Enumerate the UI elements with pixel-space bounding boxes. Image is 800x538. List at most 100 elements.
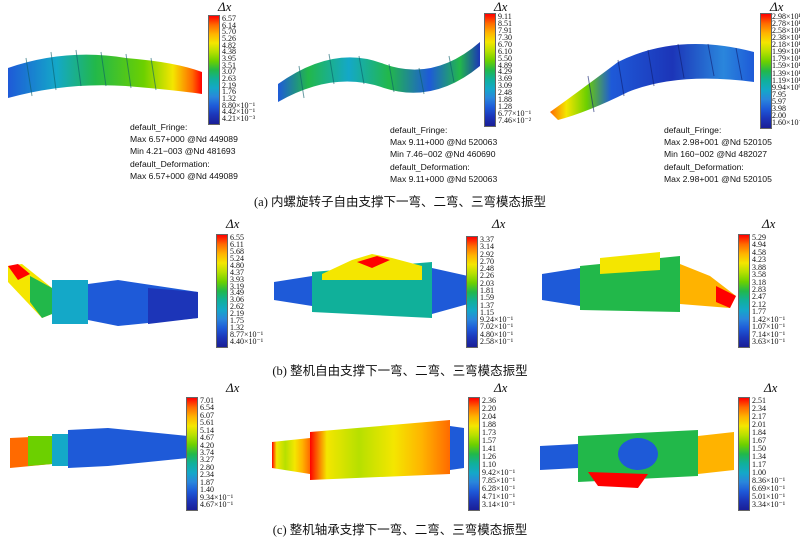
legend-value: 2.70: [480, 256, 494, 266]
legend-value: 1.73: [482, 428, 496, 437]
legend-value: 5.68: [230, 246, 244, 256]
legend-value: 2.12: [752, 299, 766, 309]
legend-value: 4.37: [230, 267, 244, 277]
legend-value: 5.26: [222, 34, 236, 43]
info-line: Min 4.21−003 @Nd 481693: [130, 146, 236, 157]
legend-value: 1.28: [498, 102, 512, 112]
legend-value: 2.34: [200, 470, 214, 480]
legend-value: 2.63: [222, 74, 236, 83]
legend-value: 4.67: [200, 433, 214, 443]
legend-value: 9.34×10⁻¹: [200, 492, 234, 502]
legend-value: 2.78×10¹: [772, 19, 800, 29]
caption-a: (a) 内螺旋转子自由支撑下一弯、二弯、三弯模态振型: [254, 195, 546, 209]
color-scale-bar-b3: [738, 234, 750, 348]
legend-value: 1.77: [752, 307, 766, 317]
info-line: default_Fringe:: [390, 125, 448, 135]
info-line: Max 9.11+000 @Nd 520063: [390, 137, 498, 148]
legend-value: 1.00: [752, 468, 766, 477]
legend-value: 2.26: [480, 271, 494, 281]
legend-value: 6.10: [498, 46, 512, 56]
legend-value: 1.41: [482, 444, 496, 453]
legend-value: 1.37: [480, 300, 494, 310]
legend-value: 1.07×10⁻¹: [752, 322, 786, 332]
caption-c: (c) 整机轴承支撑下一弯、二弯、三弯模态振型: [272, 523, 528, 537]
color-scale-bar-a2: [484, 13, 496, 127]
legend-value: 1.59×10¹: [772, 61, 800, 71]
info-block-a1: default_Fringe: Max 6.57+000 @Nd 449089 Mi…: [130, 121, 238, 182]
info-line: Min 160−002 @Nd 482027: [664, 149, 768, 160]
color-scale-bar-b2: [466, 236, 478, 348]
legend-value: 6.57: [222, 14, 236, 23]
color-scale-bar-c3: [738, 397, 750, 511]
color-scale-bar-a1: [208, 15, 220, 125]
legend-value: 1.75: [230, 316, 244, 326]
legend-value: 4.80: [230, 260, 244, 270]
legend-value: 2.58×10⁻¹: [480, 337, 514, 346]
legend-value: 3.14×10⁻¹: [482, 500, 516, 509]
info-line: Max 6.57+000 @Nd 449089: [130, 170, 238, 181]
legend-value: 3.37: [480, 235, 494, 244]
legend-value: 4.40×10⁻¹: [230, 337, 264, 346]
legend-value: 2.03: [480, 278, 494, 288]
legend-value: 2.80: [200, 462, 214, 472]
color-scale-bar-c2: [468, 397, 480, 511]
info-line: default_Deformation:: [130, 158, 210, 169]
legend-value: 9.94×10⁰: [772, 82, 800, 92]
legend-value: 2.04: [482, 412, 496, 421]
mode-shape-c3: [538, 416, 738, 501]
color-scale-bar-b1: [216, 234, 228, 348]
info-line: Max 9.11+000 @Nd 520063: [390, 173, 498, 184]
legend-value: 3.58: [752, 270, 766, 280]
legend-value: 1.76: [222, 87, 236, 97]
legend-value: 6.07: [200, 410, 214, 420]
mode-shape-c1: [8, 418, 208, 483]
legend-value: 3.51: [222, 60, 236, 70]
legend-value: 1.34: [752, 452, 766, 461]
legend-value: 7.95: [772, 89, 786, 99]
caption-b: (b) 整机自由支撑下一弯、二弯、三弯模态振型: [272, 364, 528, 378]
info-line: default_Deformation:: [390, 161, 470, 172]
legend-value: 7.14×10⁻¹: [752, 329, 786, 339]
delta-x-label-a2: Δx: [494, 0, 508, 14]
legend-value: 1.67: [752, 436, 766, 445]
legend-value: 5.14: [200, 425, 214, 435]
legend-value: 1.19×10¹: [772, 75, 800, 85]
legend-value: 4.23: [752, 255, 766, 265]
legend-value: 1.26: [482, 452, 496, 461]
legend-value: 8.36×10⁻¹: [752, 476, 786, 485]
legend-value: 2.34: [752, 404, 766, 413]
legend-value: 8.77×10⁻¹: [230, 330, 264, 340]
legend-value: 1.39×10¹: [772, 68, 800, 78]
mode-shape-a2: [274, 24, 484, 109]
legend-value: 1.32: [222, 94, 236, 103]
legend-value: 3.98: [772, 103, 786, 113]
info-line: Min 7.46−002 @Nd 460690: [390, 149, 496, 160]
delta-x-label-b1: Δx: [226, 216, 240, 231]
legend-value: 6.14: [222, 20, 236, 30]
legend-value: 4.38: [222, 47, 236, 57]
legend-value: 1.57: [482, 436, 496, 445]
mode-shape-b1: [8, 262, 208, 347]
legend-value: 5.24: [230, 253, 244, 263]
legend-value: 3.09: [498, 81, 512, 91]
legend-value: 4.67×10⁻¹: [200, 500, 234, 509]
legend-value: 7.01: [200, 396, 214, 405]
legend-value: 7.85×10⁻¹: [482, 476, 516, 485]
legend-value: 2.00: [772, 110, 786, 120]
info-line: Max 2.98+001 @Nd 520105: [664, 173, 772, 184]
legend-value: 1.42×10⁻¹: [752, 314, 786, 324]
legend-value: 1.50: [752, 444, 766, 453]
legend-value: 6.69×10⁻¹: [752, 484, 786, 493]
legend-value: 5.50: [498, 53, 512, 63]
legend-value: 6.11: [230, 239, 244, 249]
legend-value: 2.20: [482, 404, 496, 413]
legend-value: 1.32: [230, 323, 244, 333]
delta-x-label-c2: Δx: [494, 380, 508, 395]
legend-value: 2.47: [752, 292, 766, 302]
legend-value: 5.61: [200, 418, 214, 428]
legend-value: 5.29: [752, 233, 766, 242]
legend-value: 3.06: [230, 295, 244, 305]
legend-value: 6.77×10⁻¹: [498, 109, 532, 119]
legend-value: 5.70: [222, 27, 236, 37]
legend-value: 1.81: [480, 286, 494, 295]
